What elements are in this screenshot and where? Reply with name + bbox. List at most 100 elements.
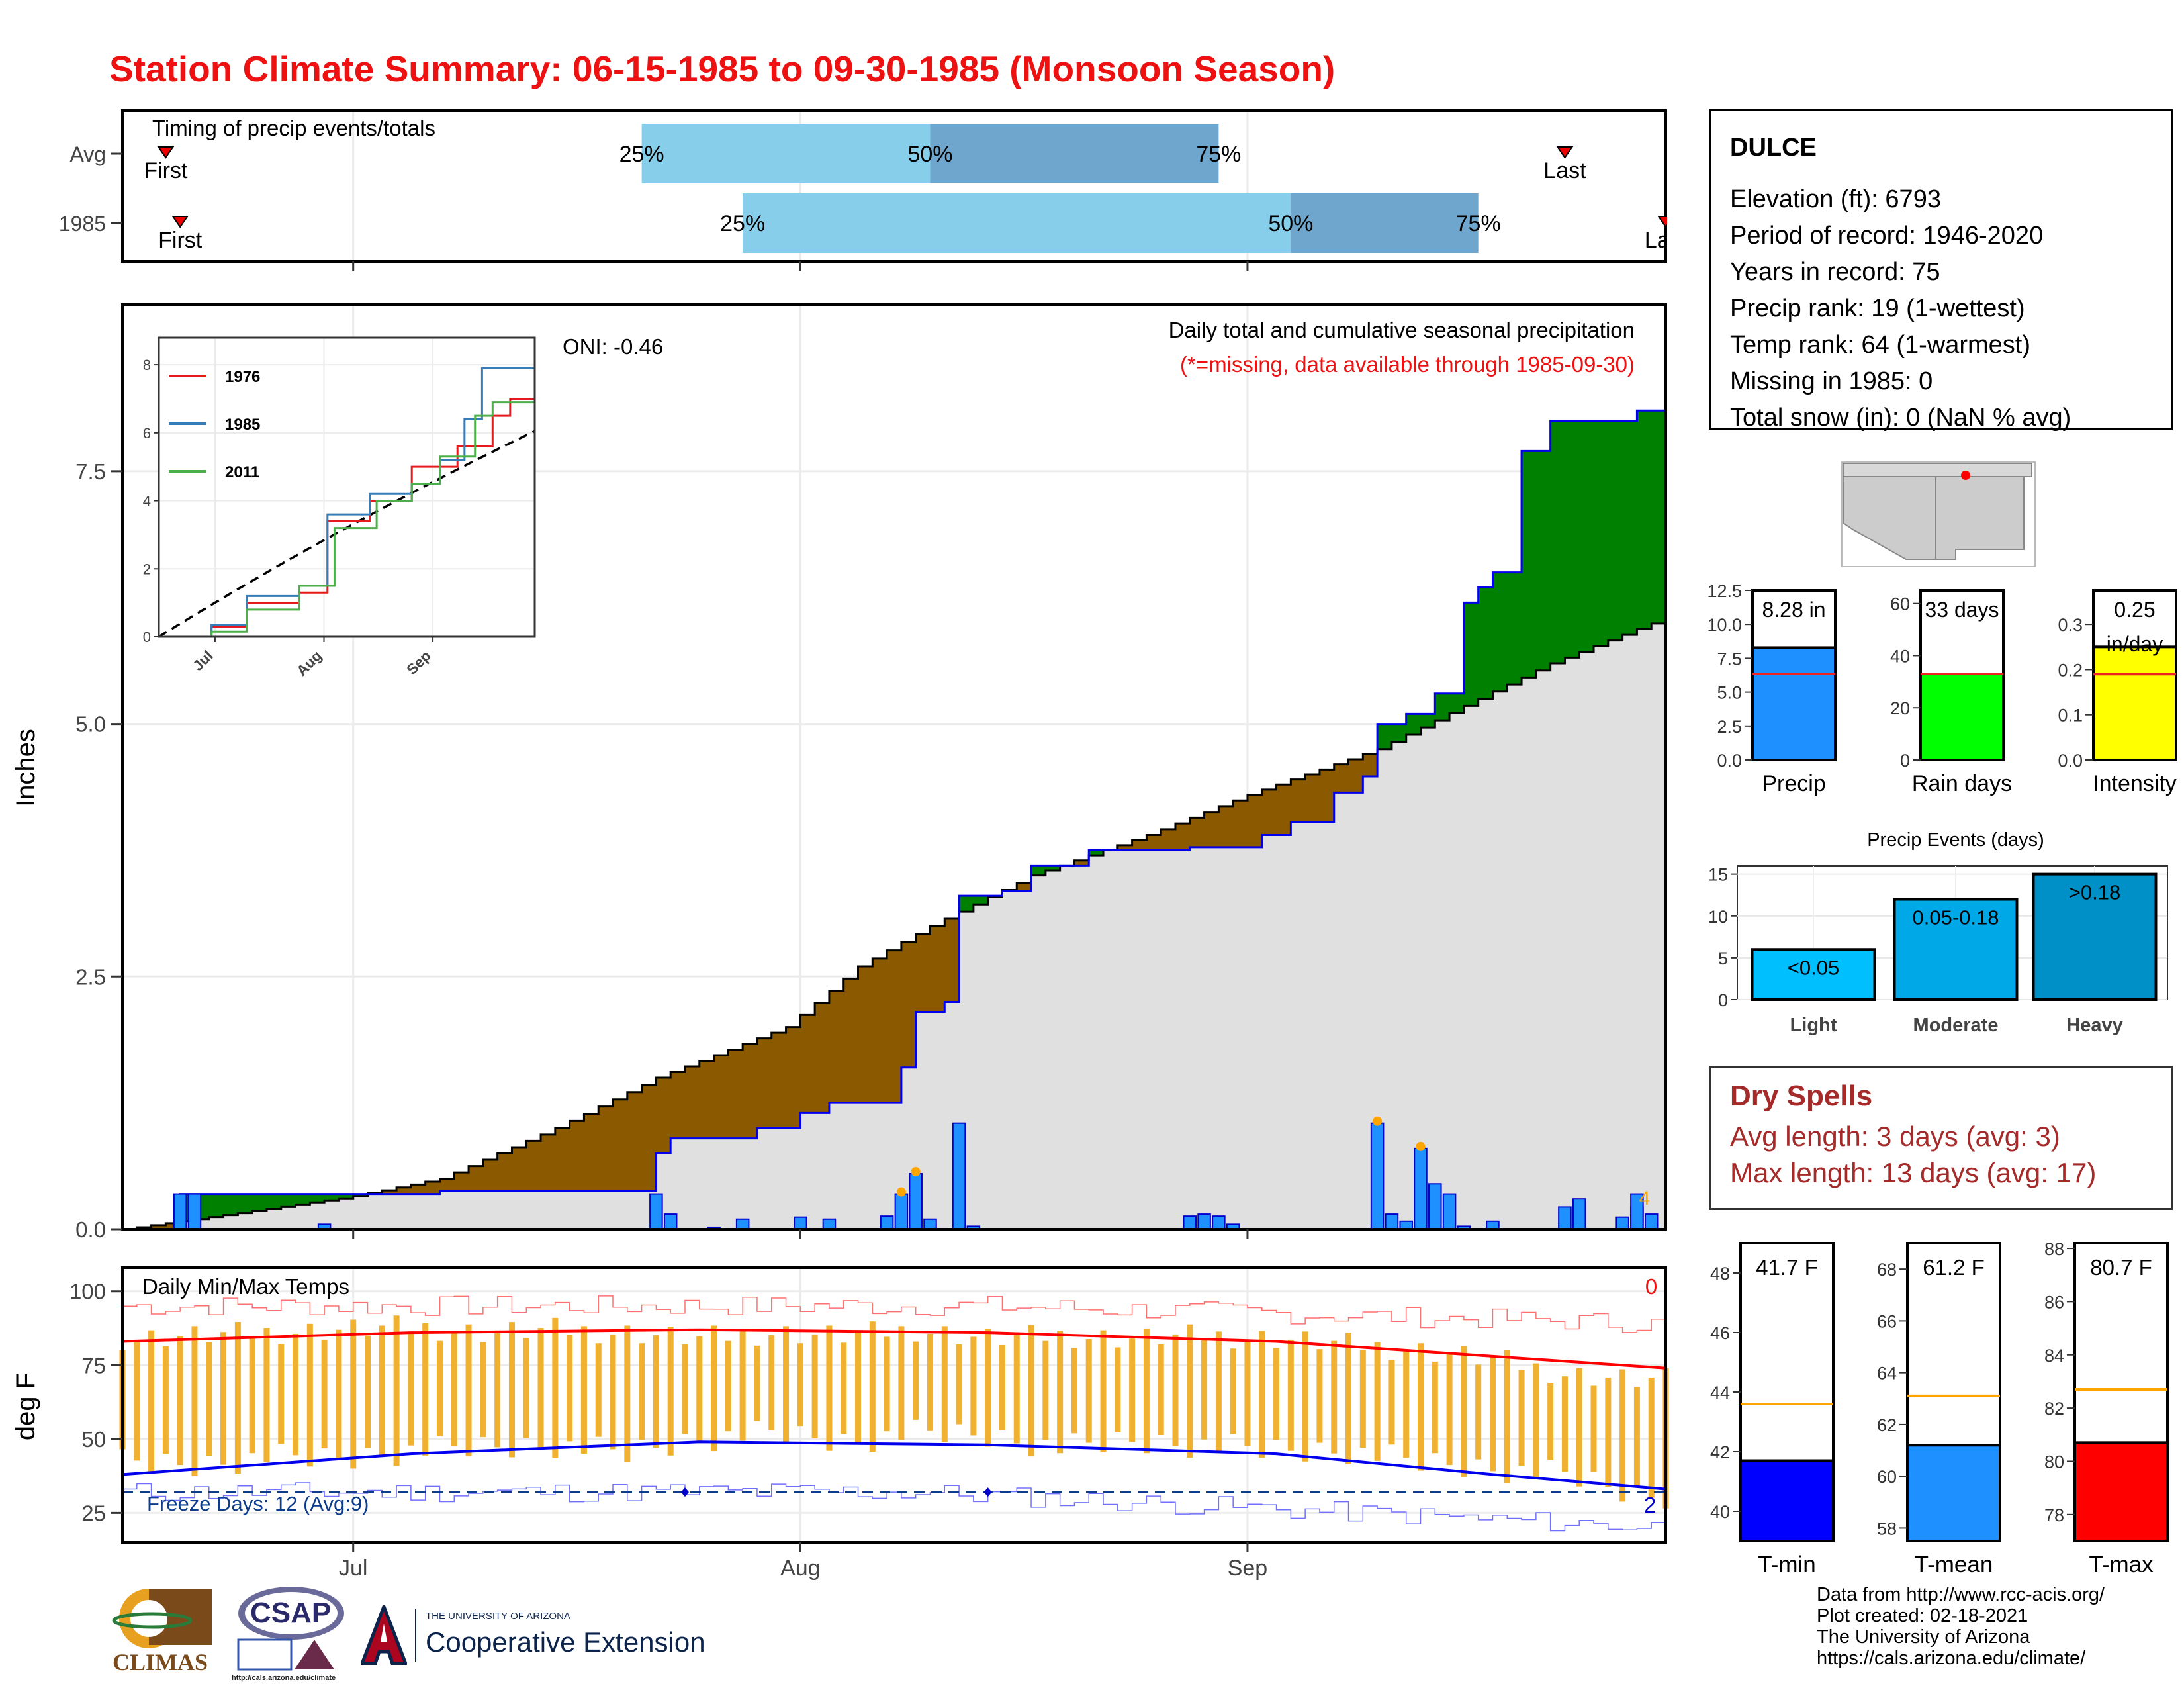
daily-temp-range-bar <box>1115 1347 1121 1432</box>
below-avg-fill <box>584 1113 599 1191</box>
temp-summary-tick-label: 86 <box>2044 1292 2064 1312</box>
x-axis-month-label: Jul <box>339 1556 367 1581</box>
mini-precip-bar <box>1919 673 2005 761</box>
mini-precip-name: Precip <box>1762 771 1825 796</box>
station-years: Years in record: 75 <box>1730 258 1940 286</box>
daily-temp-range-bar <box>610 1334 616 1450</box>
daily-temp-range-bar <box>1432 1361 1438 1454</box>
avg-cumulative-line <box>122 618 1667 1231</box>
daily-precip-bar <box>952 1122 966 1230</box>
temp-panel-frame <box>121 1266 1667 1544</box>
below-avg-fill <box>1204 812 1219 847</box>
below-avg-fill <box>627 1092 643 1191</box>
precip-panel-frame <box>121 303 1667 1231</box>
below-avg-fill <box>872 958 887 1103</box>
precip-y-axis-label: Inches <box>11 729 40 807</box>
above-avg-fill <box>238 1194 253 1213</box>
daily-temp-range-bar <box>1504 1350 1510 1483</box>
precip-note-line1: Daily total and cumulative seasonal prec… <box>1169 318 1635 342</box>
temp-y-tick-label: 25 <box>81 1501 106 1525</box>
below-avg-fill <box>858 966 873 1103</box>
timing-pct-label: 50% <box>907 142 952 167</box>
freeze-day-marker <box>680 1487 689 1497</box>
mini-precip-tick-label: 20 <box>1890 698 1910 718</box>
daily-temp-range-bar <box>768 1335 775 1430</box>
daily-temp-range-bar <box>494 1332 501 1448</box>
events-tick-label: 10 <box>1708 907 1728 927</box>
oni-label: ONI: -0.46 <box>563 334 663 359</box>
temp-summary-value-label: 80.7 F <box>2090 1255 2152 1280</box>
temp-summary-bar <box>1906 1444 2001 1542</box>
temp-panel-label: Daily Min/Max Temps <box>142 1274 349 1299</box>
below-avg-fill <box>1218 806 1234 847</box>
below-avg-fill <box>1117 845 1133 851</box>
events-category-label: Moderate <box>1913 1015 1999 1036</box>
record-max-line <box>122 1295 1666 1333</box>
temp-summary-tick-label: 78 <box>2044 1505 2064 1525</box>
temp-summary-tick-label: 68 <box>1877 1260 1897 1280</box>
daily-temp-range-bar <box>1172 1334 1179 1446</box>
below-avg-fill <box>151 1225 166 1229</box>
above-avg-fill <box>1507 572 1522 685</box>
daily-temp-range-bar <box>639 1343 645 1440</box>
below-avg-fill <box>684 1066 700 1139</box>
below-avg-fill <box>425 1182 441 1194</box>
daily-temp-range-bar <box>783 1326 790 1443</box>
temp-summary-tick-label: 64 <box>1877 1364 1897 1383</box>
daily-temp-range-bar <box>927 1333 933 1431</box>
precip-y-tick-label: 7.5 <box>75 459 106 484</box>
daily-temp-range-bar <box>1388 1360 1395 1445</box>
daily-temp-range-bar <box>1259 1331 1265 1458</box>
station-missing: Missing in 1985: 0 <box>1730 367 1933 395</box>
above-avg-fill <box>338 1194 354 1199</box>
daily-temp-range-bar <box>797 1343 803 1427</box>
extreme-event-marker <box>896 1187 906 1197</box>
daily-temp-range-bar <box>1374 1342 1381 1461</box>
temp-y-axis-label: deg F <box>11 1373 40 1440</box>
timing-row-label: 1985 <box>59 212 106 236</box>
daily-temp-range-bar <box>1547 1383 1554 1460</box>
daily-temp-range-bar <box>422 1323 429 1456</box>
below-avg-fill <box>944 919 960 1002</box>
credit-university: The University of Arizona <box>1817 1626 2030 1648</box>
above-avg-fill <box>973 896 989 905</box>
daily-temp-range-bar <box>1273 1348 1280 1440</box>
extreme-event-marker <box>1416 1141 1426 1151</box>
daily-temp-range-bar <box>1013 1335 1020 1444</box>
daily-temp-range-bar <box>321 1339 328 1449</box>
timing-pct-label: 75% <box>1196 142 1241 167</box>
station-temp-rank: Temp rank: 64 (1-warmest) <box>1730 331 2031 359</box>
daily-temp-range-bar <box>1042 1340 1049 1440</box>
daily-temp-range-bar <box>350 1319 357 1469</box>
below-avg-fill <box>1348 759 1363 793</box>
station-precip-rank: Precip rank: 19 (1-wettest) <box>1730 295 2025 322</box>
temp-summary-bar <box>1739 1459 1835 1542</box>
above-avg-fill <box>1651 410 1666 624</box>
daily-temp-range-bar <box>379 1325 385 1458</box>
below-avg-fill <box>915 934 931 1012</box>
temp-summary-value-label: 41.7 F <box>1756 1255 1818 1280</box>
mini-precip-value-label: 0.25 <box>2114 598 2155 622</box>
above-avg-fill <box>281 1194 296 1207</box>
below-avg-fill <box>901 942 917 1068</box>
daily-temp-range-bar <box>595 1343 602 1437</box>
daily-temp-range-bar <box>365 1335 371 1448</box>
precip-y-tick-label: 0.0 <box>75 1217 106 1242</box>
above-avg-fill <box>324 1194 340 1201</box>
daily-temp-range-bar <box>336 1329 342 1460</box>
daily-temp-range-bar <box>1316 1349 1323 1443</box>
timing-pct-label: 50% <box>1268 211 1313 236</box>
avg-cumulative-area <box>122 618 1666 1229</box>
daily-precip-bar <box>1558 1206 1572 1230</box>
station-location-marker <box>1961 471 1970 480</box>
daily-precip-bar <box>187 1193 202 1231</box>
daily-temp-range-bar <box>580 1326 587 1454</box>
temp-summary-tick-label: 62 <box>1877 1415 1897 1435</box>
climas-logo: CLIMAS <box>109 1582 218 1681</box>
daily-temp-range-bar <box>1403 1351 1410 1458</box>
inset-series-line <box>159 401 535 638</box>
daily-precip-bar <box>1644 1213 1659 1231</box>
above-avg-fill <box>1045 865 1061 870</box>
daily-temp-range-bar <box>162 1346 169 1454</box>
above-avg-fill <box>266 1194 282 1209</box>
